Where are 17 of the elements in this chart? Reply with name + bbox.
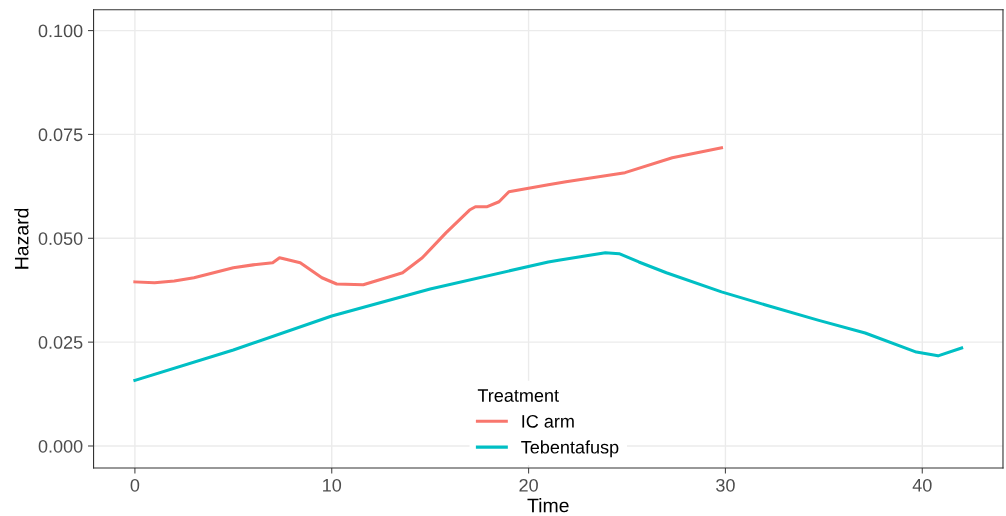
line-series bbox=[133, 251, 964, 382]
x-tick-label: 10 bbox=[323, 478, 342, 492]
legend-title: Treatment bbox=[477, 389, 559, 402]
y-tick-label: 0.025 bbox=[38, 336, 83, 349]
y-axis-title: Hazard bbox=[14, 208, 29, 269]
y-tick-label: 0.000 bbox=[38, 439, 83, 453]
x-tick-label: 0 bbox=[130, 478, 140, 492]
legend-label: IC arm bbox=[522, 414, 574, 428]
x-tick-label: 30 bbox=[716, 478, 735, 492]
x-tick-label: 40 bbox=[912, 478, 932, 492]
line-series bbox=[133, 146, 724, 287]
legend-label: Tebentafusp bbox=[521, 440, 619, 458]
y-tick-label: 0.100 bbox=[38, 24, 83, 38]
x-tick-label: 20 bbox=[519, 478, 538, 492]
x-axis-title: Time bbox=[527, 498, 569, 513]
y-tick-label: 0.050 bbox=[38, 232, 83, 245]
y-tick-label: 0.075 bbox=[38, 128, 83, 142]
